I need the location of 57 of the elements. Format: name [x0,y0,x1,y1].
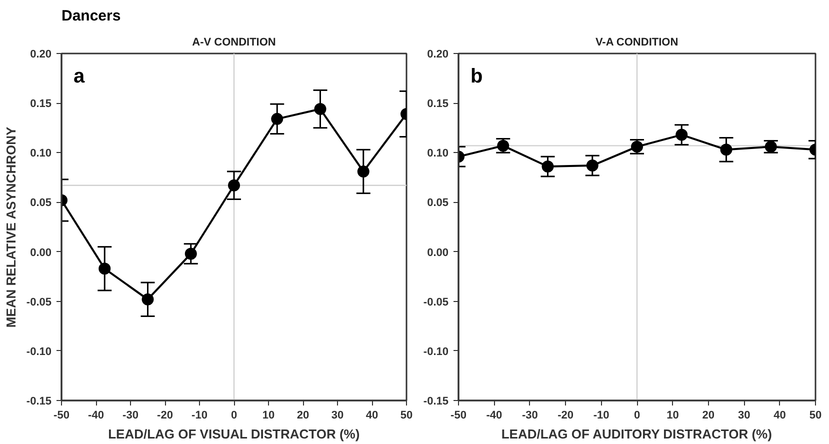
x-tick-label: 40 [774,410,786,422]
x-tick-label: 30 [738,410,750,422]
y-tick-label: -0.15 [26,396,52,408]
y-tick-label: -0.15 [423,396,449,408]
x-tick-label: 30 [331,410,344,422]
y-tick-label: 0.10 [427,148,449,160]
point [98,262,111,275]
x-tick-label: 0 [634,410,640,422]
point [542,160,554,173]
x-tick-label: 40 [366,410,378,422]
x-tick-label: 50 [400,410,413,422]
y-tick-label: 0.10 [30,148,52,160]
y-tick-label: 0.20 [30,48,52,60]
x-tick-label: -10 [593,410,610,422]
x-axis-title: LEAD/LAG OF VISUAL DISTRACTOR (%) [108,426,360,442]
y-tick-label: 0.05 [30,197,52,210]
y-tick-label: -0.05 [26,296,52,308]
annotation: b [470,66,483,88]
x-tick-label: 20 [296,410,310,422]
annotation: a [74,66,86,88]
point [676,128,688,141]
x-tick-label: 20 [702,410,715,422]
x-tick-label: 0 [230,410,238,422]
x-tick-label: -50 [450,410,466,422]
x-tick-label: 10 [666,410,679,422]
y-tick-label: 0.00 [30,246,52,259]
point [184,248,197,260]
text: Dancers [62,8,121,24]
x-axis-title: LEAD/LAG OF AUDITORY DISTRACTOR (%) [501,426,772,442]
x-tick-label: -40 [88,410,104,422]
y-tick-label: -0.10 [423,346,449,358]
y-tick-label: -0.05 [423,296,449,308]
y-tick-label: 0.20 [427,48,449,60]
x-tick-label: -50 [54,410,70,422]
point [586,160,598,172]
x-tick-label: -30 [122,410,138,422]
point [314,103,326,116]
y-tick-label: -0.10 [26,346,52,358]
y-tick-label: 0.05 [427,197,449,210]
point [720,144,732,156]
y-tick-label: 0.15 [30,98,52,110]
x-tick-label: -40 [486,410,502,422]
point [271,112,284,125]
point [142,293,154,306]
x-tick-label: -10 [192,410,208,422]
y-axis-title: MEAN RELATIVE ASYNCHRONY [3,126,18,328]
x-tick-label: 50 [809,410,822,422]
y-tick-label: 0.15 [427,98,449,110]
x-tick-label: -20 [157,410,173,422]
chart-title: A-V CONDITION [192,36,276,48]
chart-title: V-A CONDITION [595,36,678,48]
point [357,165,370,178]
point [228,179,240,192]
x-tick-label: -30 [522,410,538,422]
y-tick-label: 0.00 [427,246,449,259]
x-tick-label: 10 [262,410,275,422]
x-tick-label: -20 [558,410,574,422]
